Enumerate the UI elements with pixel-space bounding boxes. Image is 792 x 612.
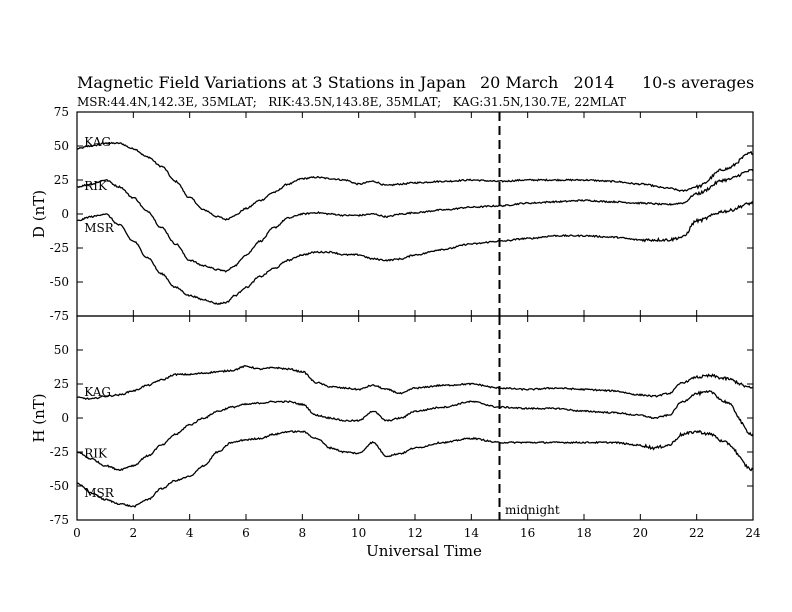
d-ytick-label: 25 <box>54 173 69 187</box>
h-series-label-rik: RIK <box>84 446 108 460</box>
x-tick-label: 2 <box>130 526 138 540</box>
d-ytick-label: 75 <box>54 105 69 119</box>
h-ytick-label: -75 <box>50 513 69 527</box>
x-tick-label: 14 <box>464 526 480 540</box>
x-tick-label: 4 <box>186 526 194 540</box>
h-ytick-label: 0 <box>61 411 69 425</box>
x-tick-label: 20 <box>633 526 648 540</box>
h-series-rik <box>76 390 754 471</box>
d-axis-title: D (nT) <box>30 190 48 238</box>
d-series-rik <box>76 168 754 273</box>
d-series-label-msr: MSR <box>84 221 115 235</box>
x-tick-label: 24 <box>745 526 761 540</box>
h-ytick-label: 50 <box>54 343 69 357</box>
chart-marks: 75 50 25 0 -25 -50 -75 KAG RIK MSR 50 25 0 -25 -50 -75 0… <box>50 105 761 540</box>
x-tick-label: 12 <box>407 526 422 540</box>
h-series-msr <box>76 429 754 508</box>
h-ytick-label: -25 <box>50 445 69 459</box>
d-ytick-label: 0 <box>61 207 69 221</box>
d-series-label-kag: KAG <box>84 135 111 149</box>
d-panel-frame <box>76 111 754 317</box>
h-series-label-msr: MSR <box>84 486 115 500</box>
x-tick-label: 0 <box>73 526 81 540</box>
x-tick-label: 22 <box>689 526 704 540</box>
h-ytick-label: 25 <box>54 377 69 391</box>
h-series-label-kag: KAG <box>84 385 111 399</box>
d-ytick-label: -50 <box>50 275 69 289</box>
x-tick-label: 8 <box>299 526 307 540</box>
h-ytick-label: -50 <box>50 479 69 493</box>
x-tick-label: 18 <box>576 526 591 540</box>
d-series-label-rik: RIK <box>84 179 108 193</box>
h-series-kag <box>76 365 754 401</box>
chart-subtitle: MSR:44.4N,142.3E, 35MLAT; RIK:43.5N,143.… <box>77 95 626 109</box>
d-series-msr <box>76 200 754 306</box>
d-ytick-label: -25 <box>50 241 69 255</box>
x-tick-label: 10 <box>351 526 366 540</box>
h-axis-title: H (nT) <box>30 393 48 442</box>
x-tick-label: 16 <box>520 526 535 540</box>
d-ytick-label: 50 <box>54 139 69 153</box>
midnight-label: midnight <box>505 503 560 517</box>
x-tick-label: 6 <box>242 526 250 540</box>
chart-date: 20 March 2014 <box>480 73 614 92</box>
chart-title: Magnetic Field Variations at 3 Stations … <box>77 73 466 92</box>
d-series-kag <box>76 141 754 221</box>
x-axis-title: Universal Time <box>366 542 482 560</box>
chart-averaging: 10-s averages <box>642 73 754 92</box>
d-ytick-label: -75 <box>50 309 69 323</box>
